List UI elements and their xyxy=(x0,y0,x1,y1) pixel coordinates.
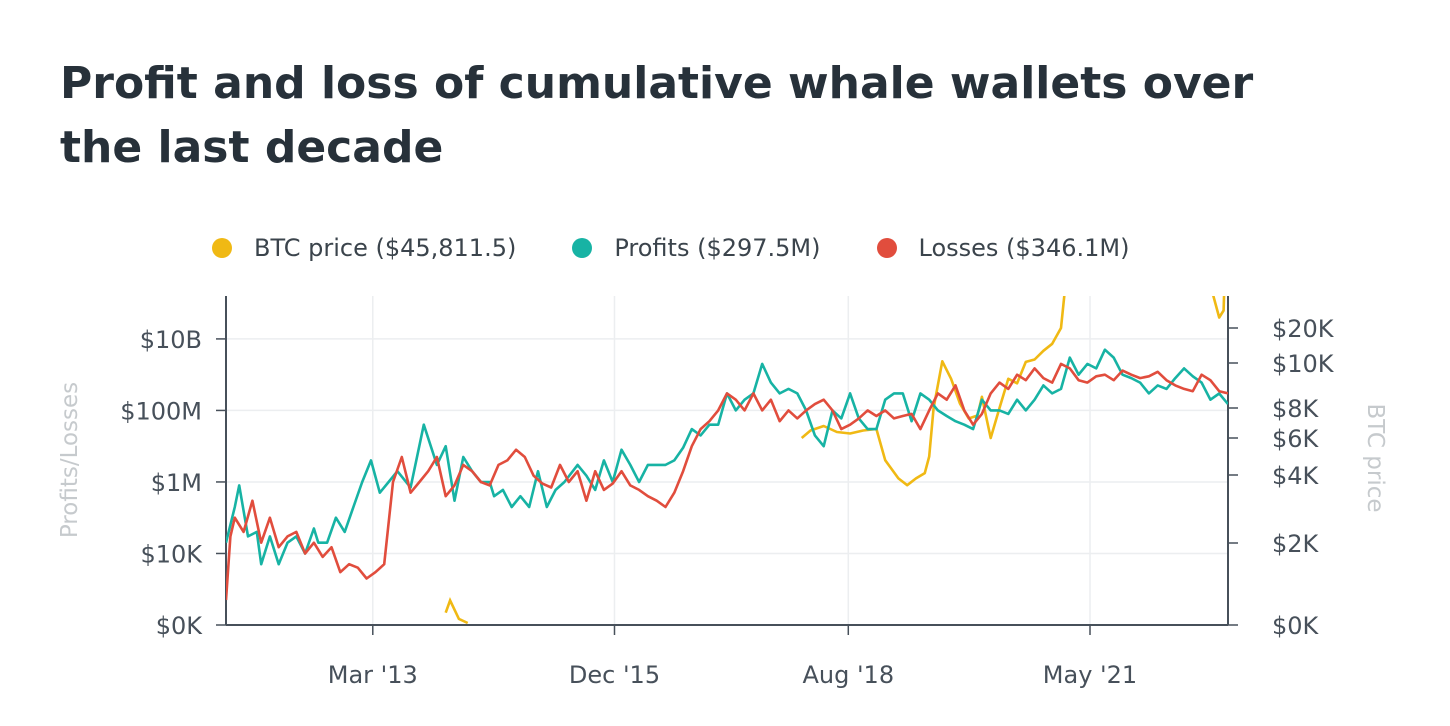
legend-item-losses[interactable]: Losses ($346.1M) xyxy=(876,234,1130,262)
y-right-tick-label: $0K xyxy=(1272,612,1320,640)
series-line-profits xyxy=(226,348,1228,566)
x-tick-label: Mar '13 xyxy=(328,661,418,689)
y-right-axis-title: BTC price xyxy=(1362,403,1388,512)
y-right-tick-label: $6K xyxy=(1272,425,1320,453)
legend-marker-losses xyxy=(876,238,897,258)
y-left-tick-label: $100M xyxy=(120,397,202,425)
y-left-tick-label: $0K xyxy=(156,612,204,640)
x-tick-label: May '21 xyxy=(1043,661,1137,689)
legend-item-btc-price[interactable]: BTC price ($45,811.5) xyxy=(212,234,516,262)
y-left-tick-label: $1M xyxy=(151,469,202,497)
y-right-tick-label: $10K xyxy=(1272,350,1335,378)
legend-item-profits[interactable]: Profits ($297.5M) xyxy=(572,234,821,262)
y-right-tick-label: $2K xyxy=(1272,530,1320,558)
y-left-tick-label: $10B xyxy=(140,326,202,354)
y-right-tick-label: $20K xyxy=(1272,315,1335,343)
legend-marker-btc-price xyxy=(212,238,232,258)
y-right-tick-label: $4K xyxy=(1272,462,1320,490)
chart-title: Profit and loss of cumulative whale wall… xyxy=(60,58,1254,173)
x-tick-label: Aug '18 xyxy=(802,661,894,689)
legend: BTC price ($45,811.5) Profits ($297.5M) … xyxy=(212,230,1129,266)
series-line-btc-price-early xyxy=(444,597,469,625)
legend-label-losses: Losses ($346.1M) xyxy=(918,234,1130,262)
y-left-axis-title: Profits/Losses xyxy=(57,382,83,538)
x-tick-label: Dec '15 xyxy=(569,661,660,689)
series-line-losses xyxy=(226,362,1228,601)
legend-marker-profits xyxy=(572,238,593,258)
legend-label-btc-price: BTC price ($45,811.5) xyxy=(254,234,517,262)
legend-label-profits: Profits ($297.5M) xyxy=(614,234,821,262)
y-right-tick-label: $8K xyxy=(1272,395,1320,423)
y-left-tick-label: $10K xyxy=(140,540,203,568)
